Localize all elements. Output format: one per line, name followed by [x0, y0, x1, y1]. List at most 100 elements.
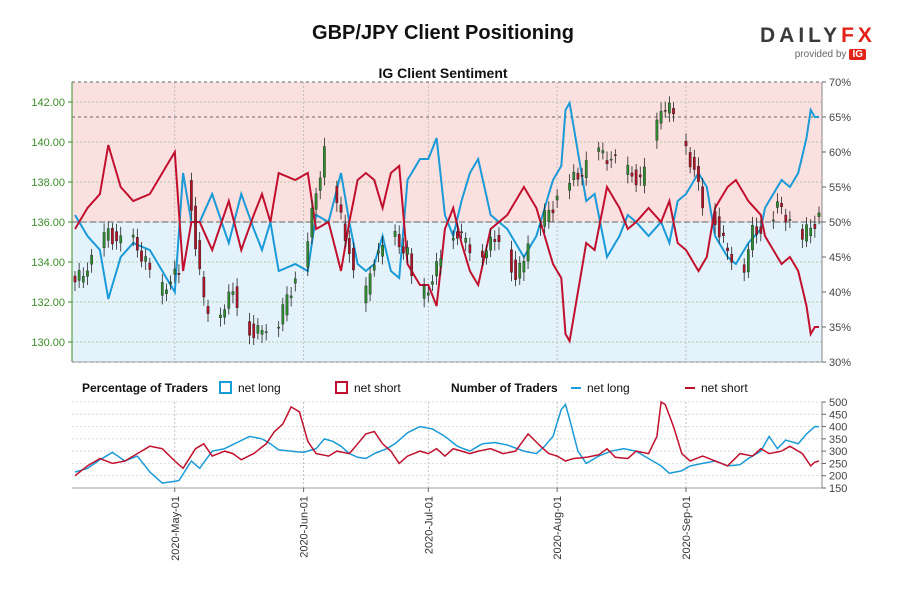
price-candle: [77, 270, 81, 281]
price-candle: [397, 233, 401, 248]
count-tick-label: 200: [829, 471, 847, 483]
percent-tick-label: 30%: [829, 357, 851, 369]
dailyfx-logo: DAILYFX provided by IG: [760, 24, 876, 60]
price-candle: [630, 172, 634, 177]
price-candle: [817, 212, 821, 217]
price-candle: [485, 250, 488, 259]
price-candle: [190, 180, 193, 211]
price-candle: [393, 230, 397, 237]
price-candle: [701, 186, 704, 209]
date-tick-label: 2020-Aug-01: [552, 496, 564, 560]
legend-num-short[interactable]: net short: [685, 381, 748, 395]
price-candle: [722, 232, 725, 236]
percent-tick-label: 60%: [829, 147, 851, 159]
price-candle: [514, 259, 517, 280]
legend-pct-short[interactable]: net short: [335, 381, 401, 395]
price-candle: [510, 249, 513, 273]
square-icon: [335, 381, 348, 394]
price-candle: [372, 264, 376, 271]
price-candle: [551, 209, 555, 214]
price-candle: [140, 250, 143, 262]
price-candle: [643, 166, 646, 186]
price-candle: [539, 225, 542, 228]
price-candle: [493, 239, 497, 243]
net-long-zone: [72, 222, 822, 362]
price-candle: [776, 201, 779, 208]
price-candle: [638, 174, 642, 178]
price-candle: [285, 294, 289, 316]
price-candle: [809, 227, 813, 237]
price-candle: [264, 331, 268, 333]
price-candle: [310, 208, 314, 238]
price-candle: [206, 306, 210, 314]
price-candle: [281, 304, 285, 325]
price-candle: [655, 119, 659, 141]
price-candle: [572, 171, 576, 180]
price-candle: [576, 172, 580, 180]
price-candle: [526, 243, 530, 262]
price-candle: [497, 235, 501, 243]
price-candle: [148, 262, 152, 270]
price-candle: [227, 291, 231, 309]
price-candle: [219, 314, 222, 318]
net-short-percentage-line: [74, 144, 819, 344]
price-candle: [580, 174, 584, 177]
price-candle: [801, 228, 804, 240]
price-candle: [435, 261, 438, 277]
price-candle: [381, 244, 384, 257]
price-candle: [198, 240, 202, 270]
price-candle: [813, 223, 817, 229]
price-candle: [402, 246, 405, 254]
square-icon: [219, 381, 232, 394]
price-candle: [480, 250, 484, 258]
percent-tick-label: 65%: [829, 112, 851, 124]
price-tick-label: 138.00: [31, 177, 65, 189]
legend-pct-long[interactable]: net long: [219, 381, 281, 395]
price-candle: [339, 204, 343, 213]
price-candle: [489, 236, 492, 251]
legend-num-label: Number of Traders: [451, 381, 558, 395]
price-candle: [784, 214, 788, 223]
price-candle: [601, 150, 605, 154]
price-candle: [177, 272, 181, 275]
price-candle: [555, 195, 559, 201]
price-candle: [202, 276, 206, 298]
price-candle: [306, 241, 310, 268]
price-candle: [81, 276, 85, 283]
price-candle: [160, 282, 164, 296]
net-short-zone: [72, 82, 822, 222]
price-candle: [352, 247, 355, 271]
price-candle: [277, 326, 281, 329]
price-tick-label: 132.00: [31, 297, 65, 309]
price-candle: [293, 278, 297, 284]
price-candle: [235, 286, 239, 308]
price-candle: [426, 292, 430, 296]
line-icon: [685, 387, 695, 389]
price-candle: [73, 275, 77, 283]
percent-tick-label: 70%: [829, 77, 851, 89]
price-candle: [364, 285, 368, 304]
price-candle: [223, 309, 226, 318]
price-candle: [746, 249, 750, 273]
legend-num-long[interactable]: net long: [571, 381, 630, 395]
price-candle: [697, 165, 700, 182]
axes: 130.00 132.00 134.00 136.00 138.00 140.00 142.…: [31, 77, 851, 561]
price-candle: [742, 264, 746, 273]
chart-title: GBP/JPY Client Positioning: [312, 22, 574, 44]
trader-count-lines: [74, 400, 820, 484]
price-candle: [318, 177, 322, 191]
date-tick-label: 2020-Jul-01: [423, 496, 435, 554]
price-candle: [771, 219, 775, 222]
price-candle: [755, 226, 758, 235]
percentage-lines: [74, 100, 819, 344]
price-candle: [194, 205, 197, 250]
price-candle: [805, 224, 808, 242]
price-candle: [518, 262, 522, 279]
count-tick-label: 250: [829, 458, 847, 470]
line-icon: [571, 387, 581, 389]
price-candle: [788, 219, 792, 221]
logo-wordmark: DAILYFX: [760, 24, 876, 47]
price-candle: [730, 253, 734, 263]
price-candle: [668, 102, 671, 114]
